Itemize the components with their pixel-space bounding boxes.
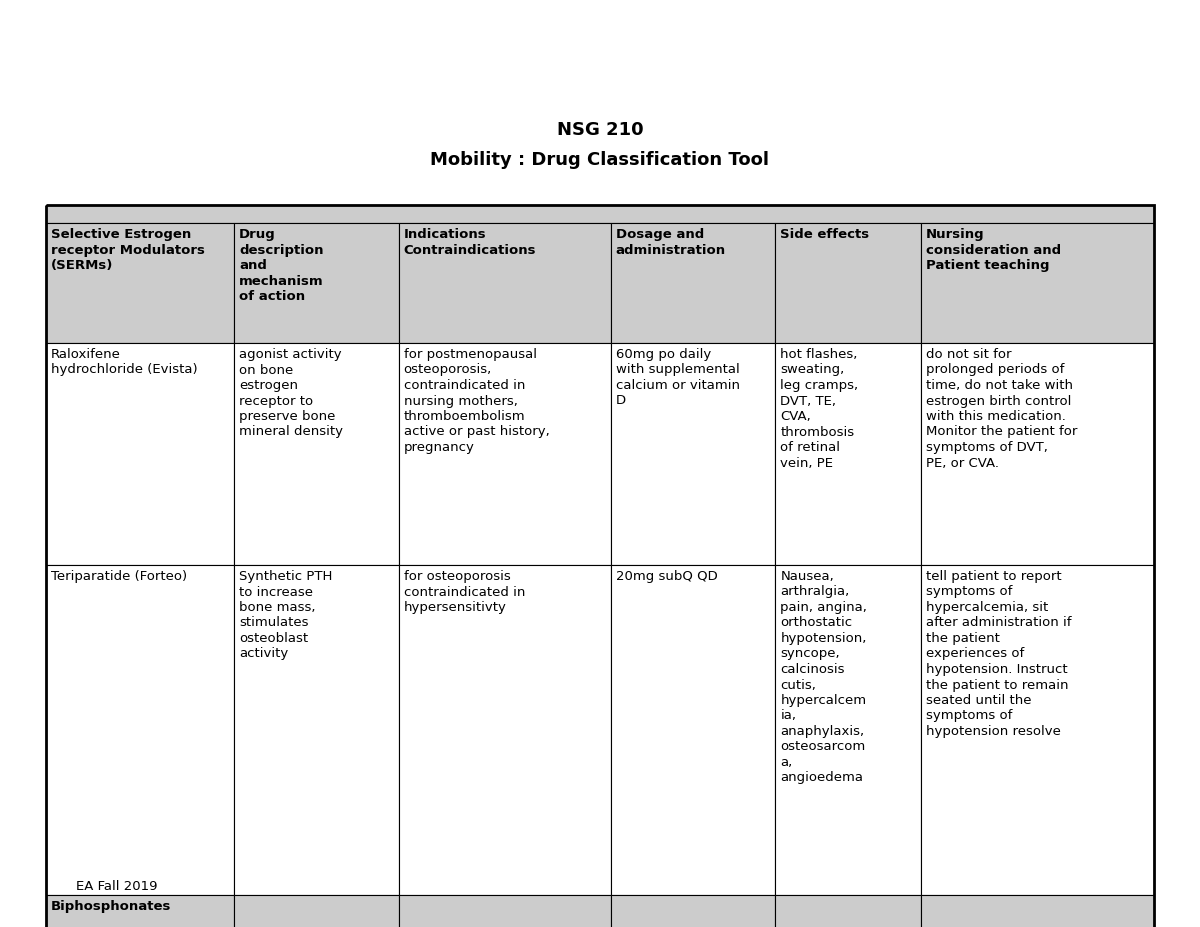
Text: hot flashes,
sweating,
leg cramps,
DVT, TE,
CVA,
thrombosis
of retinal
vein, PE: hot flashes, sweating, leg cramps, DVT, … <box>780 348 858 469</box>
Text: 20mg subQ QD: 20mg subQ QD <box>616 570 718 583</box>
Bar <box>398 565 611 895</box>
Bar <box>46 565 234 895</box>
Bar <box>46 205 1154 223</box>
Bar <box>46 895 234 927</box>
Bar <box>46 205 1154 927</box>
Bar <box>234 223 398 343</box>
Bar <box>920 895 1154 927</box>
Text: Side effects: Side effects <box>780 228 869 241</box>
Bar <box>234 565 398 895</box>
Bar <box>920 223 1154 343</box>
Text: Nausea,
arthralgia,
pain, angina,
orthostatic
hypotension,
syncope,
calcinosis
c: Nausea, arthralgia, pain, angina, orthos… <box>780 570 868 784</box>
Text: Teriparatide (Forteo): Teriparatide (Forteo) <box>50 570 187 583</box>
Bar <box>46 223 234 343</box>
Bar <box>398 343 611 565</box>
Bar <box>611 895 775 927</box>
Bar <box>234 343 398 565</box>
Text: Synthetic PTH
to increase
bone mass,
stimulates
osteoblast
activity: Synthetic PTH to increase bone mass, sti… <box>239 570 332 661</box>
Text: NSG 210: NSG 210 <box>557 121 643 139</box>
Text: Dosage and
administration: Dosage and administration <box>616 228 726 257</box>
Text: Biphosphonates: Biphosphonates <box>50 900 170 913</box>
Text: Selective Estrogen
receptor Modulators
(SERMs): Selective Estrogen receptor Modulators (… <box>50 228 204 272</box>
Bar <box>611 565 775 895</box>
Text: for postmenopausal
osteoporosis,
contraindicated in
nursing mothers,
thromboembo: for postmenopausal osteoporosis, contrai… <box>403 348 550 454</box>
Text: do not sit for
prolonged periods of
time, do not take with
estrogen birth contro: do not sit for prolonged periods of time… <box>925 348 1078 469</box>
Bar <box>775 565 920 895</box>
Bar <box>775 223 920 343</box>
Text: Raloxifene
hydrochloride (Evista): Raloxifene hydrochloride (Evista) <box>50 348 197 376</box>
Text: Indications
Contraindications: Indications Contraindications <box>403 228 536 257</box>
Bar <box>920 565 1154 895</box>
Text: EA Fall 2019: EA Fall 2019 <box>76 880 157 893</box>
Text: agonist activity
on bone
estrogen
receptor to
preserve bone
mineral density: agonist activity on bone estrogen recept… <box>239 348 343 438</box>
Bar <box>398 895 611 927</box>
Text: Mobility : Drug Classification Tool: Mobility : Drug Classification Tool <box>431 151 769 169</box>
Text: tell patient to report
symptoms of
hypercalcemia, sit
after administration if
th: tell patient to report symptoms of hyper… <box>925 570 1072 738</box>
Text: Nursing
consideration and
Patient teaching: Nursing consideration and Patient teachi… <box>925 228 1061 272</box>
Text: Drug
description
and
mechanism
of action: Drug description and mechanism of action <box>239 228 324 303</box>
Text: 60mg po daily
with supplemental
calcium or vitamin
D: 60mg po daily with supplemental calcium … <box>616 348 739 408</box>
Bar <box>46 343 234 565</box>
Bar <box>920 343 1154 565</box>
Bar <box>775 343 920 565</box>
Bar <box>775 895 920 927</box>
Bar <box>611 343 775 565</box>
Bar <box>398 223 611 343</box>
Bar <box>234 895 398 927</box>
Bar <box>611 223 775 343</box>
Text: for osteoporosis
contraindicated in
hypersensitivty: for osteoporosis contraindicated in hype… <box>403 570 524 614</box>
